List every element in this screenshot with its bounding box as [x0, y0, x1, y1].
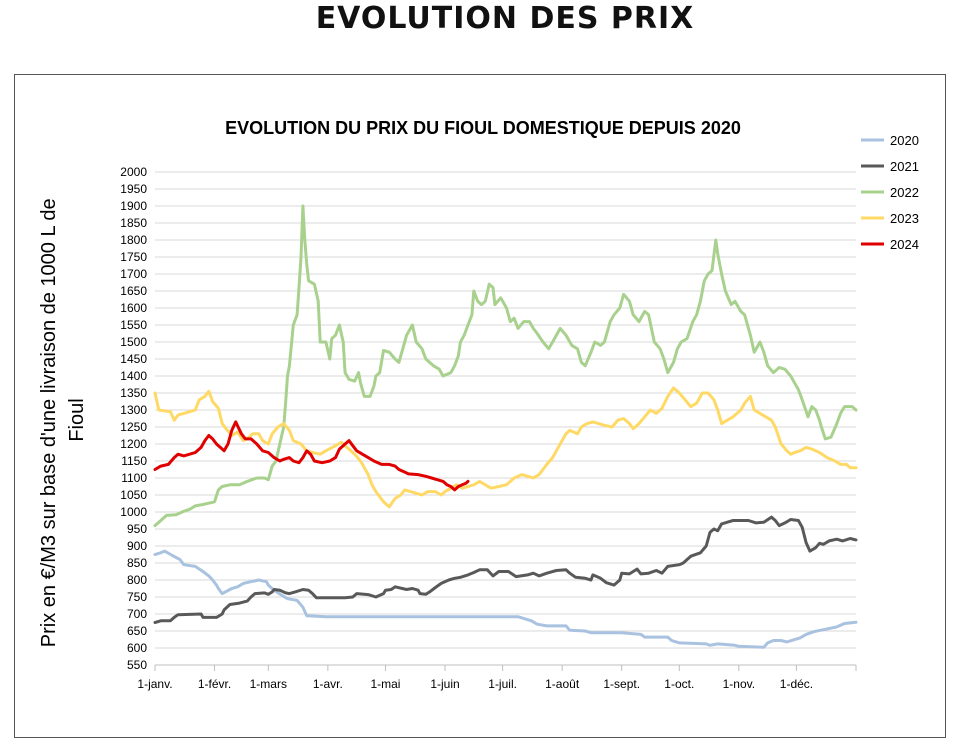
y-tick-label: 900: [127, 539, 147, 553]
y-tick-label: 550: [127, 658, 147, 672]
legend: 2020 2021 2022 2023 2024: [861, 133, 919, 252]
x-tick-label: 1-déc.: [780, 677, 813, 691]
page-title: EVOLUTION DES PRIX: [315, 1, 695, 36]
x-tick-label: 1-janv.: [137, 677, 172, 691]
y-tick-label: 950: [127, 522, 147, 536]
y-tick-label: 1950: [120, 182, 147, 196]
x-tick-label: 1-sept.: [603, 677, 640, 691]
y-tick-label: 1800: [120, 233, 147, 247]
grid: [155, 171, 856, 666]
x-tick-label: 1-août: [545, 677, 580, 691]
y-tick-label: 850: [127, 556, 147, 570]
legend-label-2023: 2023: [890, 211, 919, 226]
legend-label-2020: 2020: [890, 133, 919, 148]
y-tick-label: 600: [127, 641, 147, 655]
y-tick-label: 650: [127, 624, 147, 638]
y-tick-label: 1350: [120, 386, 147, 400]
y-tick-label: 1750: [120, 250, 147, 264]
chart-frame: [14, 74, 946, 738]
y-tick-label: 1400: [120, 369, 147, 383]
legend-label-2024: 2024: [890, 237, 919, 252]
x-tick-label: 1-mars: [250, 677, 287, 691]
y-tick-label: 750: [127, 590, 147, 604]
y-tick-label: 1050: [120, 488, 147, 502]
y-tick-label: 1150: [121, 454, 147, 468]
y-tick-label: 1100: [121, 471, 147, 485]
x-tick-label: 1-mai: [370, 677, 400, 691]
y-tick-label: 1000: [120, 505, 147, 519]
y-axis-label-line-1: Prix en €/M3 sur base d'une livraison de…: [38, 198, 60, 647]
series-line-2020: [153, 549, 858, 649]
axes: 550 600 650 700 750 800 850 900 950 1000 1050 1100 1…: [120, 165, 857, 691]
y-tick-label: 1850: [120, 216, 147, 230]
y-tick-label: 700: [127, 607, 147, 621]
series-line-2024: [153, 420, 470, 492]
x-tick-label: 1-nov.: [723, 677, 755, 691]
legend-label-2022: 2022: [890, 185, 919, 200]
series-line-2022: [153, 204, 858, 528]
y-tick-label: 1900: [120, 199, 147, 213]
y-tick-label: 800: [127, 573, 147, 587]
y-tick-label: 1300: [120, 403, 147, 417]
legend-label-2021: 2021: [890, 159, 919, 174]
y-axis-label: Prix en €/M3 sur base d'une livraison de…: [38, 193, 88, 647]
y-tick-label: 1450: [120, 352, 147, 366]
y-tick-label: 1250: [120, 420, 147, 434]
y-tick-label: 1650: [120, 284, 147, 298]
x-tick-label: 1-oct.: [664, 677, 694, 691]
series-line-2023: [153, 386, 858, 509]
y-tick-label: 1600: [120, 301, 147, 315]
x-tick-label: 1-avr.: [313, 677, 343, 691]
y-axis-label-line-2: Fioul: [66, 398, 88, 441]
y-tick-label: 1550: [120, 318, 147, 332]
y-tick-label: 1500: [120, 335, 147, 349]
series: [153, 204, 858, 649]
x-tick-label: 1-juin: [430, 677, 459, 691]
x-tick-label: 1-juil.: [488, 677, 517, 691]
chart-title: EVOLUTION DU PRIX DU FIOUL DOMESTIQUE DE…: [225, 118, 741, 138]
y-tick-label: 1200: [120, 437, 147, 451]
x-tick-label: 1-févr.: [198, 677, 231, 691]
series-line-2021: [153, 515, 858, 624]
y-tick-label: 1700: [120, 267, 147, 281]
y-tick-label: 2000: [120, 165, 147, 179]
